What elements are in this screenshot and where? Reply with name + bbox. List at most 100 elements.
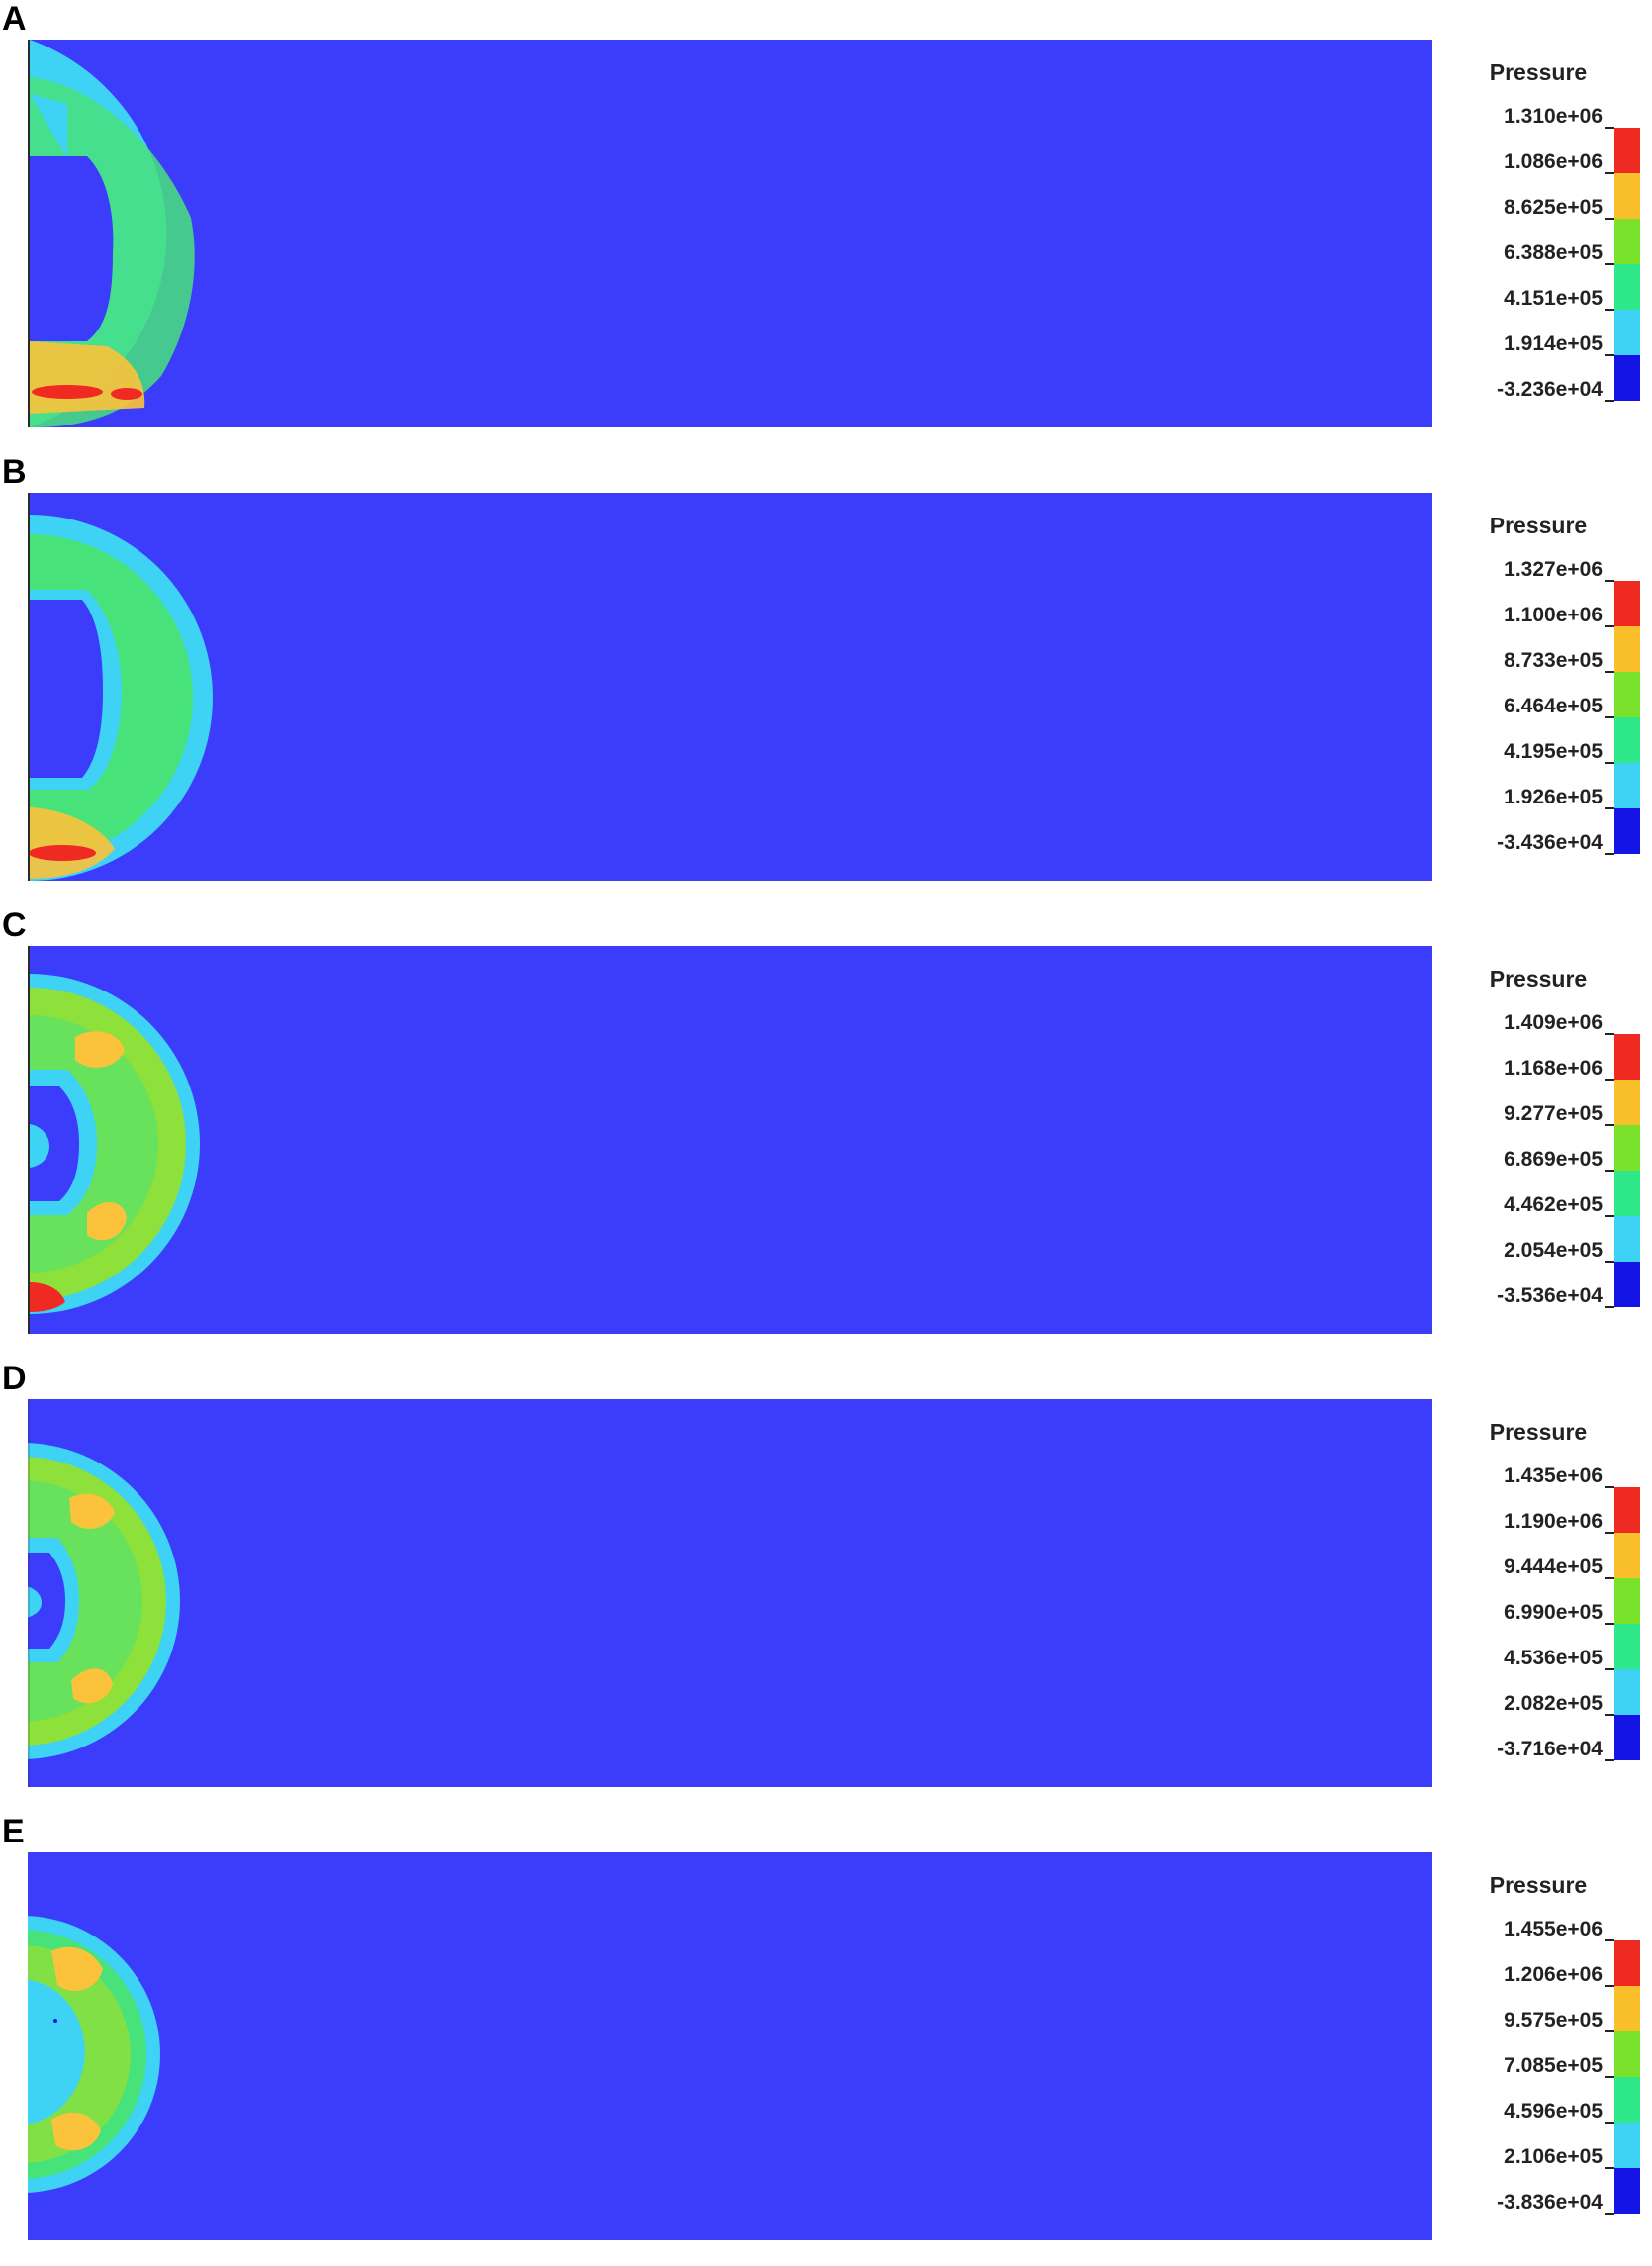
legend-dash xyxy=(1605,853,1614,855)
legend-dash xyxy=(1605,807,1614,809)
panel-label: E xyxy=(2,1813,25,1850)
domain-background xyxy=(28,1399,1432,1787)
legend-color-swatch xyxy=(1614,1080,1640,1125)
legend-color-swatch xyxy=(1614,626,1640,672)
legend-tick: -3.536e+04 xyxy=(1497,1284,1603,1307)
legend-dash xyxy=(1605,2030,1614,2032)
legend-tick: 1.206e+06 xyxy=(1504,1963,1603,1986)
legend-color-swatch xyxy=(1614,1669,1640,1715)
legend-color-swatch xyxy=(1614,1034,1640,1080)
legend-dash xyxy=(1605,309,1614,311)
legend-tick: 6.990e+05 xyxy=(1504,1601,1603,1624)
legend-title: Pressure xyxy=(1489,59,1588,85)
legend-color-swatch xyxy=(1614,2077,1640,2123)
legend-color-swatch xyxy=(1614,1487,1640,1533)
pressure-legend: Pressure 1.409e+06 1.168e+06 9.277e+05 6… xyxy=(1454,966,1642,1322)
panel-label: D xyxy=(2,1360,27,1397)
legend-color-swatch xyxy=(1614,1940,1640,1986)
panel-a: A Pressure 1.310e+06 1.086e+06 8.625e+05… xyxy=(0,0,1652,453)
legend-tick: 1.168e+06 xyxy=(1504,1057,1603,1080)
legend-color-swatch xyxy=(1614,808,1640,854)
legend-dash xyxy=(1605,671,1614,673)
legend-color-swatch xyxy=(1614,219,1640,264)
legend-tick: 1.914e+05 xyxy=(1504,332,1603,355)
pressure-zone-cyan-top xyxy=(30,94,67,158)
legend-dash xyxy=(1605,2167,1614,2169)
pressure-contour-plot xyxy=(28,40,1432,427)
legend-tick: 1.310e+06 xyxy=(1504,105,1603,128)
legend-dash xyxy=(1605,2076,1614,2078)
legend-color-swatch xyxy=(1614,1171,1640,1216)
legend-color-swatch xyxy=(1614,1216,1640,1262)
legend-color-swatch xyxy=(1614,355,1640,401)
pressure-legend: Pressure 1.435e+06 1.190e+06 9.444e+05 6… xyxy=(1454,1419,1642,1775)
domain-background xyxy=(28,493,1432,881)
legend-color-swatch xyxy=(1614,1125,1640,1171)
panel-e: E Pressure 1.455e+06 1.206e+06 9.575e+05… xyxy=(0,1813,1652,2266)
legend-tick: 2.054e+05 xyxy=(1504,1239,1603,1262)
legend-tick: 6.388e+05 xyxy=(1504,241,1603,264)
legend-tick: 1.327e+06 xyxy=(1504,558,1603,581)
legend-color-swatch xyxy=(1614,717,1640,763)
pressure-legend: Pressure 1.327e+06 1.100e+06 8.733e+05 6… xyxy=(1454,513,1642,869)
pressure-zone-orange-2 xyxy=(87,1202,127,1241)
pressure-zone-red-2 xyxy=(111,388,142,400)
legend-tick: 1.409e+06 xyxy=(1504,1011,1603,1034)
legend-tick: 6.869e+05 xyxy=(1504,1148,1603,1171)
legend-color-swatch xyxy=(1614,2031,1640,2077)
legend-title: Pressure xyxy=(1489,966,1588,991)
legend-tick: 8.733e+05 xyxy=(1504,649,1603,672)
panel-label: B xyxy=(2,453,27,491)
legend-color-swatch xyxy=(1614,1578,1640,1624)
inner-core xyxy=(30,1086,79,1201)
legend-tick: 4.536e+05 xyxy=(1504,1647,1603,1669)
panel-c: C Pressure 1.409e+06 1.168e+06 9.277e+05… xyxy=(0,906,1652,1360)
legend-tick: 1.190e+06 xyxy=(1504,1510,1603,1533)
pressure-legend: Pressure 1.455e+06 1.206e+06 9.575e+05 7… xyxy=(1454,1872,1642,2228)
legend-dash xyxy=(1605,1759,1614,1761)
legend-tick: 1.455e+06 xyxy=(1504,1918,1603,1940)
legend-title: Pressure xyxy=(1489,1872,1588,1898)
legend-dash xyxy=(1605,127,1614,129)
domain-background xyxy=(28,1852,1432,2240)
legend-tick: -3.716e+04 xyxy=(1497,1738,1603,1760)
pressure-zone-orange xyxy=(30,807,115,879)
pressure-contour-plot xyxy=(28,946,1432,1334)
domain-background xyxy=(28,946,1432,1334)
legend-tick: 2.106e+05 xyxy=(1504,2145,1603,2168)
inner-core xyxy=(28,1553,65,1649)
pressure-zone-cyan-center xyxy=(28,1586,42,1618)
legend-tick: 2.082e+05 xyxy=(1504,1692,1603,1715)
legend-tick: 1.926e+05 xyxy=(1504,786,1603,808)
pressure-contour-plot xyxy=(28,1399,1432,1787)
pressure-zone-blue-dot xyxy=(53,2019,57,2023)
legend-dash xyxy=(1605,625,1614,627)
pressure-zone-cyan-center xyxy=(30,1124,49,1168)
legend-dash xyxy=(1605,1170,1614,1172)
legend-tick: 7.085e+05 xyxy=(1504,2054,1603,2077)
legend-dash xyxy=(1605,354,1614,356)
pressure-contour-plot xyxy=(28,1852,1432,2240)
legend-color-swatch xyxy=(1614,1624,1640,1669)
legend-tick: -3.836e+04 xyxy=(1497,2191,1603,2214)
legend-color-swatch xyxy=(1614,672,1640,717)
legend-tick: 1.086e+06 xyxy=(1504,150,1603,173)
legend-dash xyxy=(1605,1033,1614,1035)
legend-dash xyxy=(1605,172,1614,174)
legend-color-swatch xyxy=(1614,264,1640,310)
legend-tick: 4.462e+05 xyxy=(1504,1193,1603,1216)
pressure-zone-orange-2 xyxy=(71,1668,113,1704)
legend-color-swatch xyxy=(1614,1533,1640,1578)
panel-label: A xyxy=(2,0,27,38)
pressure-contour-plot xyxy=(28,493,1432,881)
legend-tick: 4.151e+05 xyxy=(1504,287,1603,310)
pressure-legend: Pressure 1.310e+06 1.086e+06 8.625e+05 6… xyxy=(1454,59,1642,416)
legend-dash xyxy=(1605,1668,1614,1670)
pressure-zone-red-1 xyxy=(30,1282,65,1312)
inner-core xyxy=(30,600,103,778)
legend-tick: 8.625e+05 xyxy=(1504,196,1603,219)
legend-dash xyxy=(1605,1124,1614,1126)
legend-dash xyxy=(1605,1261,1614,1263)
legend-tick: 4.596e+05 xyxy=(1504,2100,1603,2123)
legend-dash xyxy=(1605,1079,1614,1081)
